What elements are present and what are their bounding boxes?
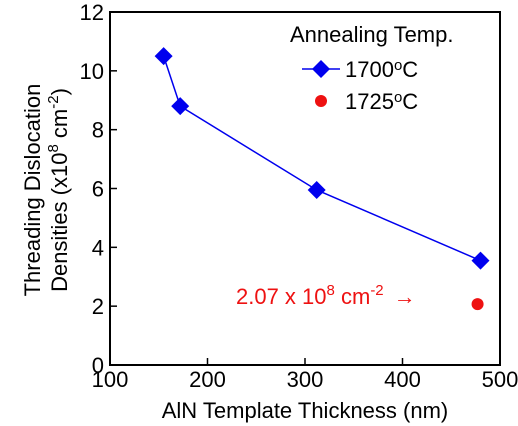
axis-ticks: 100 200 300 400 500 0 2 4 6 8 10 12 [80,0,518,392]
data-point-1700 [471,251,490,270]
legend: Annealing Temp. 1700oC 1725oC [290,22,454,114]
y-tick-label: 10 [80,59,104,84]
x-tick-label: 300 [287,367,324,392]
plot-frame [109,11,501,366]
legend-title: Annealing Temp. [290,22,454,47]
x-tick-label: 200 [189,367,226,392]
x-tick-label: 400 [384,367,421,392]
y-tick-label: 4 [92,235,104,260]
legend-marker-1700 [312,60,330,78]
legend-label-1725: 1725oC [345,89,418,114]
y-axis-title-line2: Densities (x108 cm-2) [45,88,72,292]
x-tick-label: 500 [482,367,518,392]
x-tick-label: 100 [92,367,129,392]
x-axis-title: AlN Template Thickness (nm) [162,398,449,423]
y-axis-title: Threading Dislocation Densities (x108 cm… [20,84,72,297]
y-tick-label: 0 [92,353,104,378]
legend-label-1700: 1700oC [345,57,418,82]
annotation-arrow: → [394,284,416,309]
data-point-1700 [154,47,173,66]
data-point-1700 [307,180,326,199]
series-layer [154,47,490,311]
data-point-1700 [171,97,190,116]
y-tick-label: 8 [92,118,104,143]
annotation-label: 2.07 x 108 cm-2 → [236,282,416,309]
y-axis-title-line1: Threading Dislocation [20,84,45,297]
y-tick-label: 2 [92,294,104,319]
y-tick-label: 6 [92,177,104,202]
y-tick-label: 12 [80,0,104,25]
legend-marker-1725 [315,95,327,107]
series-line-1700 [162,55,481,262]
data-point-1725 [471,298,484,311]
